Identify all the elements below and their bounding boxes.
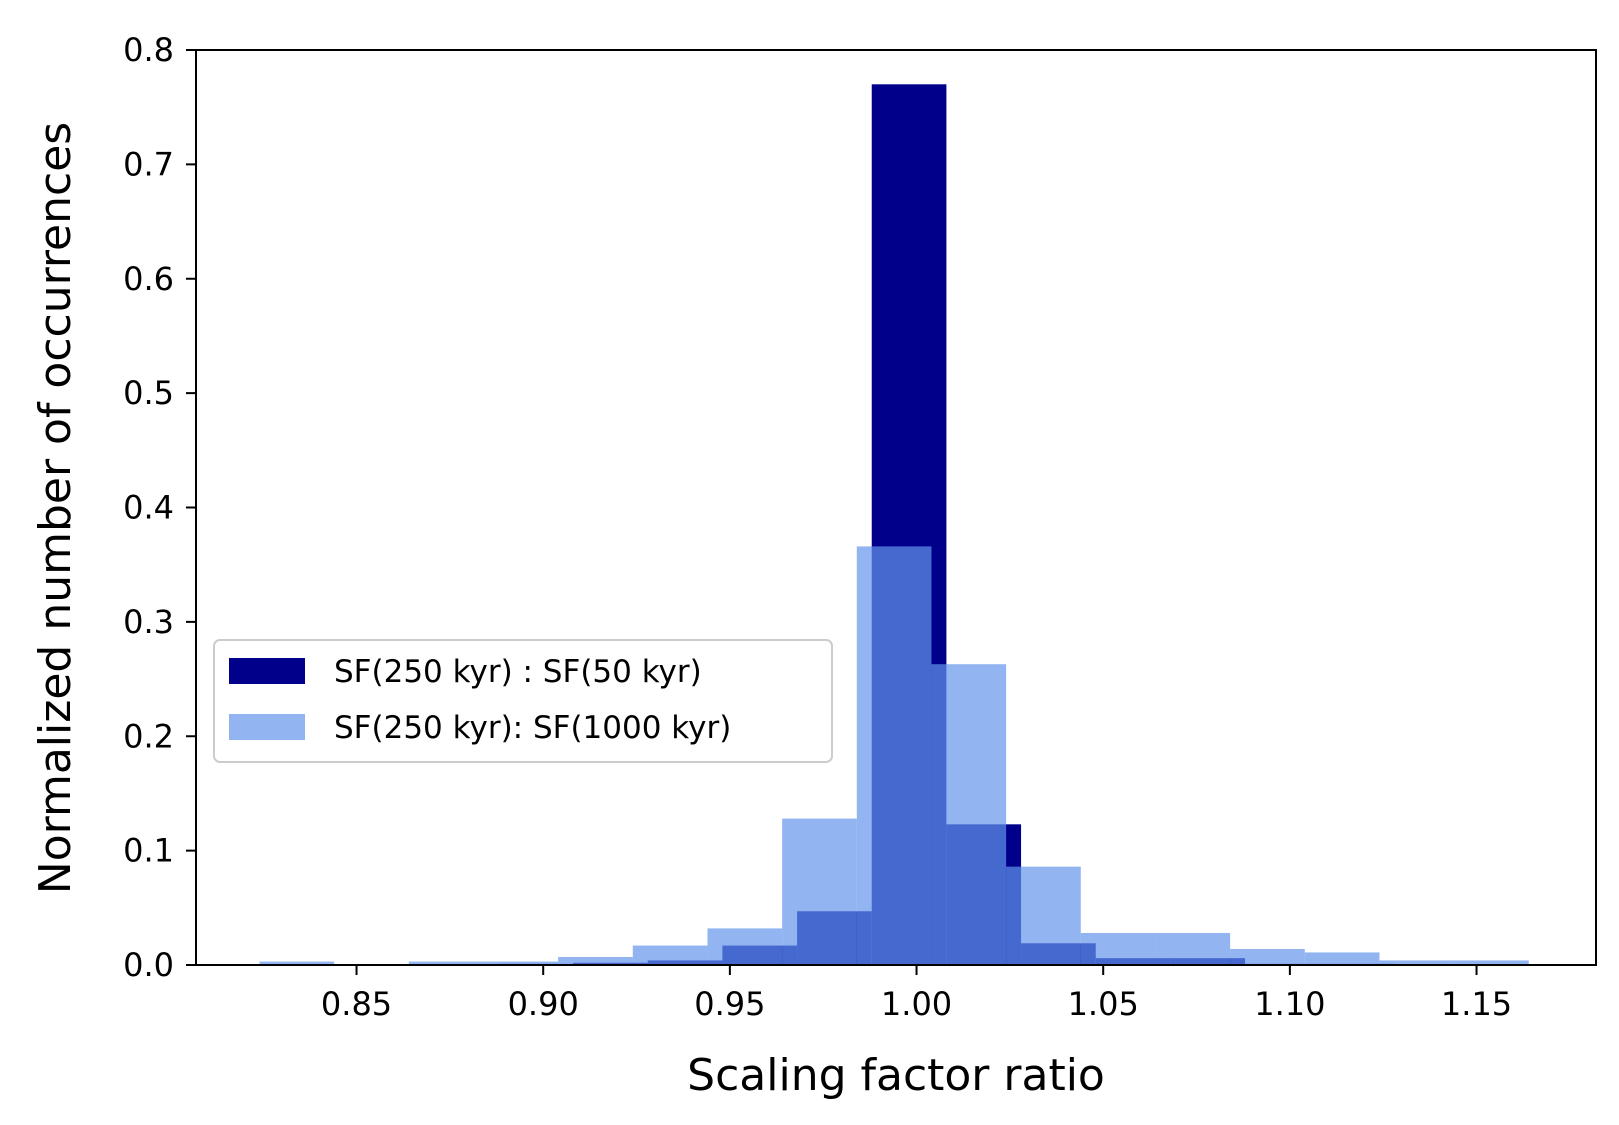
bar-series-2-bin-7 bbox=[707, 928, 783, 965]
bars-layer bbox=[259, 84, 1529, 965]
legend-swatch-series-2 bbox=[229, 714, 305, 740]
bar-series-2-bin-16 bbox=[1379, 960, 1455, 965]
y-tick-label: 0.8 bbox=[123, 31, 174, 69]
legend: SF(250 kyr) : SF(50 kyr) SF(250 kyr): SF… bbox=[213, 639, 833, 763]
bar-series-2-bin-11 bbox=[1006, 866, 1081, 965]
bar-series-2-bin-15 bbox=[1304, 952, 1380, 965]
x-tick-label: 0.90 bbox=[508, 985, 579, 1023]
x-axis-label: Scaling factor ratio bbox=[687, 1050, 1105, 1101]
bar-series-2-bin-4 bbox=[483, 961, 559, 965]
x-tick-label: 0.85 bbox=[321, 985, 392, 1023]
y-tick-label: 0.7 bbox=[123, 145, 174, 183]
y-axis-ticks: 0.0 0.1 0.2 0.3 0.4 0.5 0.6 0.7 0.8 bbox=[123, 31, 196, 984]
bar-series-2-bin-6 bbox=[632, 945, 708, 965]
y-tick-label: 0.2 bbox=[123, 717, 174, 755]
x-tick-label: 1.15 bbox=[1441, 985, 1512, 1023]
y-axis-label: Normalized number of occurrences bbox=[30, 122, 81, 894]
y-tick-label: 0.1 bbox=[123, 832, 174, 870]
x-axis-ticks: 0.85 0.90 0.95 1.00 1.05 1.10 1.15 bbox=[321, 965, 1512, 1023]
bar-series-2-bin-8 bbox=[782, 818, 857, 965]
bar-series-2-bin-12 bbox=[1080, 932, 1156, 965]
y-tick-label: 0.4 bbox=[123, 489, 174, 527]
bar-series-2-bin-5 bbox=[558, 956, 633, 965]
bar-series-2-bin-10 bbox=[931, 664, 1007, 965]
y-tick-label: 0.0 bbox=[123, 946, 174, 984]
x-tick-label: 1.05 bbox=[1068, 985, 1139, 1023]
legend-label-series-2: SF(250 kyr): SF(1000 kyr) bbox=[334, 710, 731, 746]
x-tick-label: 1.00 bbox=[881, 985, 952, 1023]
bar-series-2-bin-1 bbox=[259, 961, 335, 965]
y-tick-label: 0.6 bbox=[123, 260, 174, 298]
bar-series-2-bin-9 bbox=[856, 546, 932, 965]
bar-series-2-bin-17 bbox=[1454, 960, 1529, 965]
bar-series-2-bin-14 bbox=[1230, 948, 1305, 965]
bar-series-2-bin-3 bbox=[408, 961, 484, 965]
legend-label-series-1: SF(250 kyr) : SF(50 kyr) bbox=[334, 654, 702, 690]
legend-box bbox=[213, 639, 833, 763]
y-tick-label: 0.3 bbox=[123, 603, 174, 641]
y-tick-label: 0.5 bbox=[123, 374, 174, 412]
x-tick-label: 1.10 bbox=[1254, 985, 1325, 1023]
bar-series-2-bin-13 bbox=[1155, 932, 1231, 965]
legend-swatch-series-1 bbox=[229, 658, 305, 684]
x-tick-label: 0.95 bbox=[694, 985, 765, 1023]
